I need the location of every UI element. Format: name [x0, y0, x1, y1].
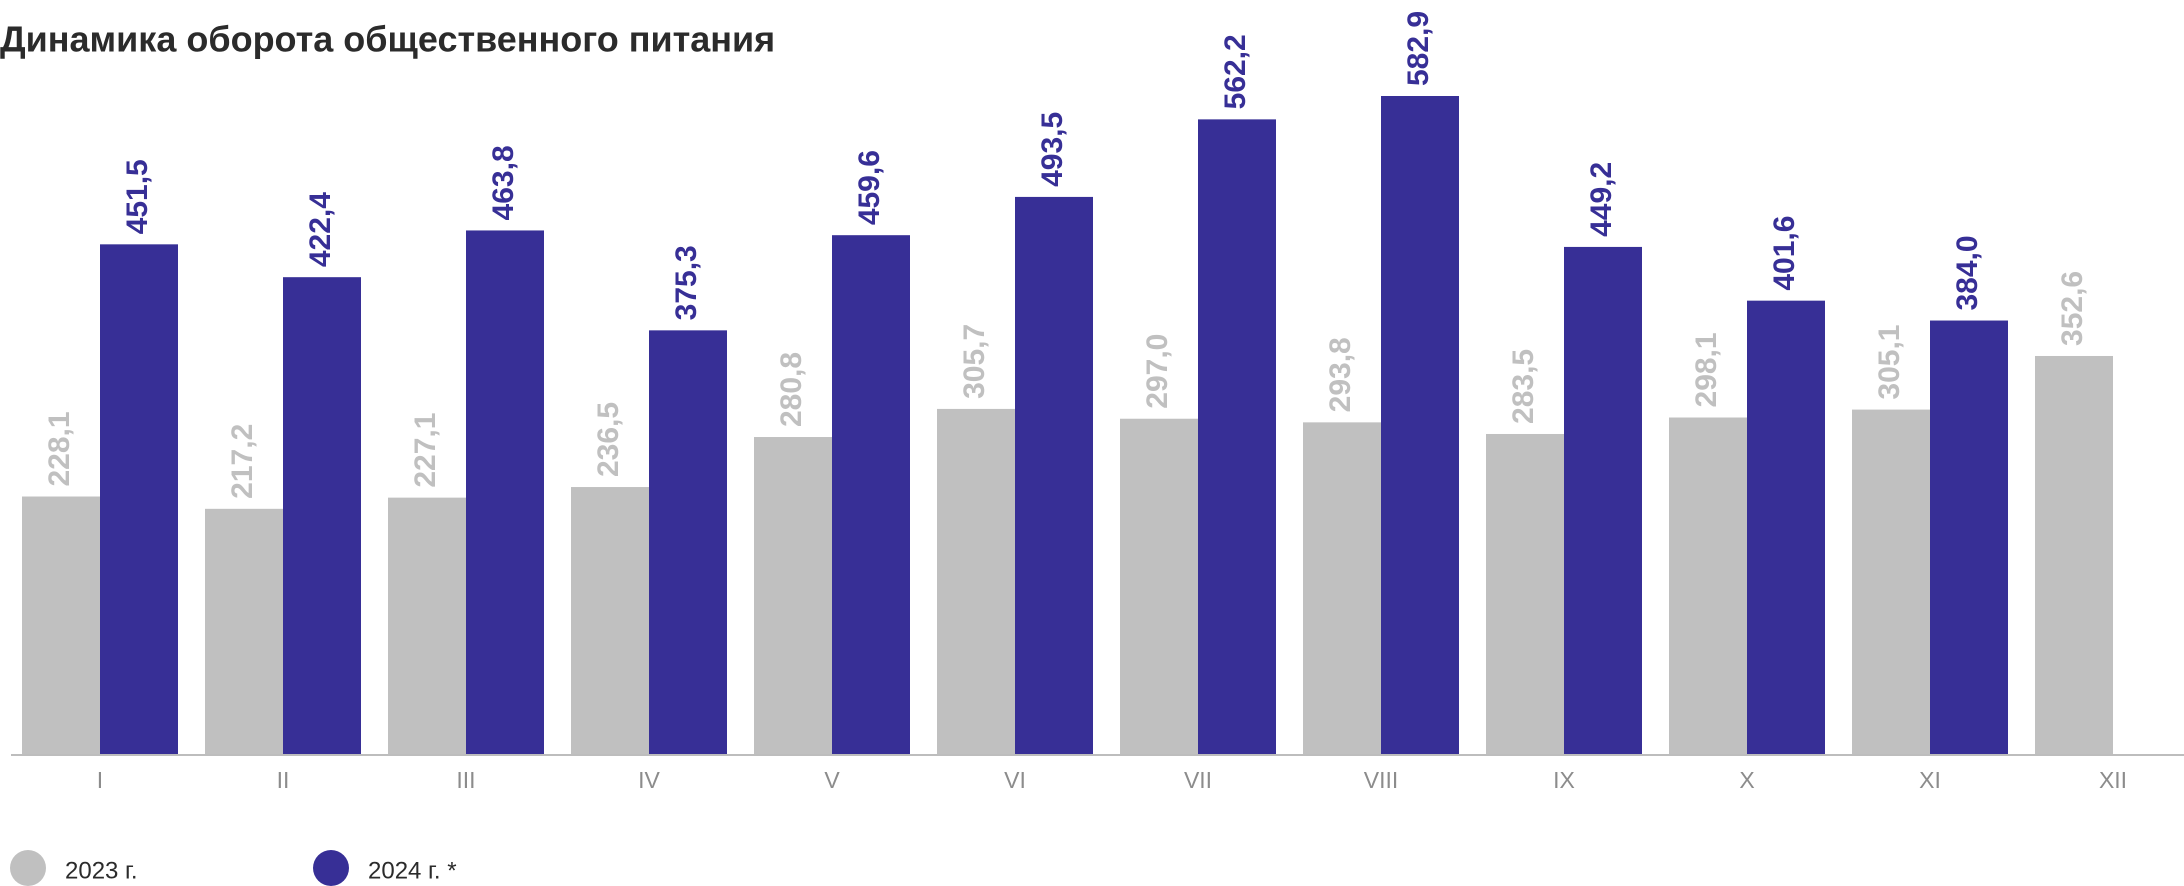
value-label: 298,1 — [1690, 332, 1723, 407]
bar — [1564, 246, 1642, 754]
x-tick-label: IX — [1553, 767, 1575, 793]
value-label: 463,8 — [487, 145, 520, 220]
bar — [22, 496, 100, 754]
bar — [1669, 417, 1747, 754]
value-label: 562,2 — [1219, 34, 1252, 109]
value-label: 401,6 — [1768, 216, 1801, 291]
bar — [283, 277, 361, 754]
x-tick-label: VII — [1184, 767, 1212, 793]
x-tick-label: I — [97, 767, 103, 793]
value-label: 227,1 — [409, 413, 442, 488]
bar — [205, 508, 283, 754]
value-label: 449,2 — [1585, 162, 1618, 237]
bar — [2035, 355, 2113, 754]
value-label: 493,5 — [1036, 112, 1069, 187]
value-label: 297,0 — [1141, 334, 1174, 409]
bar — [1930, 320, 2008, 754]
bar — [466, 230, 544, 754]
bar — [1852, 409, 1930, 754]
legend-label: 2024 г. * — [368, 857, 457, 884]
value-label: 283,5 — [1507, 349, 1540, 424]
legend-marker — [10, 850, 46, 886]
bar — [1198, 119, 1276, 755]
bar — [571, 487, 649, 754]
value-label: 217,2 — [226, 424, 259, 499]
value-label: 228,1 — [43, 411, 76, 486]
value-label: 280,8 — [775, 352, 808, 427]
bar — [1120, 418, 1198, 754]
bar — [937, 408, 1015, 754]
x-tick-label: VI — [1004, 767, 1026, 793]
bar — [1015, 196, 1093, 755]
bar — [1381, 96, 1459, 754]
x-tick-label: X — [1739, 767, 1754, 793]
chart-title: Динамика оборота общественного питания — [0, 19, 775, 60]
x-tick-label: V — [824, 767, 840, 793]
value-label: 422,4 — [304, 192, 337, 267]
value-label: 459,6 — [853, 150, 886, 225]
bar — [754, 437, 832, 754]
x-tick-label: II — [277, 767, 290, 793]
value-label: 451,5 — [121, 159, 154, 234]
legend-label: 2023 г. — [65, 857, 138, 884]
bar — [388, 497, 466, 754]
bar — [1303, 422, 1381, 754]
x-tick-label: III — [456, 767, 475, 793]
bar — [1747, 300, 1825, 754]
value-label: 305,7 — [958, 324, 991, 399]
value-label: 293,8 — [1324, 337, 1357, 412]
x-tick-label: VIII — [1364, 767, 1399, 793]
x-tick-label: XI — [1919, 767, 1941, 793]
value-label: 384,0 — [1951, 235, 1984, 310]
bar — [832, 235, 910, 754]
bar — [1486, 433, 1564, 754]
bar — [649, 330, 727, 754]
legend-marker — [313, 850, 349, 886]
value-label: 305,1 — [1873, 325, 1906, 400]
value-label: 375,3 — [670, 245, 703, 320]
x-tick-label: IV — [638, 767, 660, 793]
value-label: 582,9 — [1402, 11, 1435, 86]
bar — [100, 244, 178, 754]
value-label: 352,6 — [2056, 271, 2089, 346]
value-label: 236,5 — [592, 402, 625, 477]
x-tick-label: XII — [2099, 767, 2127, 793]
